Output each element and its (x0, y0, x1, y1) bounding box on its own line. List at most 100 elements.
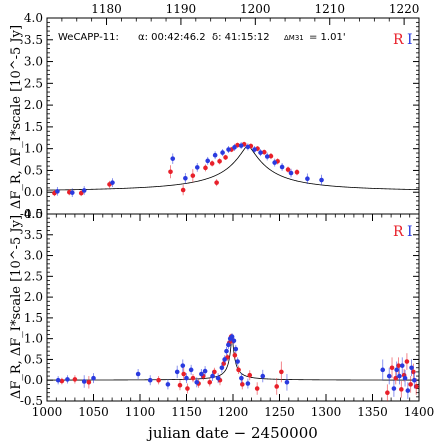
bottom-y-tick-label: 0.0 (24, 373, 43, 387)
bottom-x-tick-label: 1150 (171, 405, 202, 419)
bottom-i-point (224, 348, 229, 354)
bottom-i-point (399, 363, 405, 368)
bottom-r-point (207, 380, 213, 385)
top-i-point (319, 177, 324, 183)
bottom-i-point (391, 386, 397, 391)
top-model-curve (47, 144, 420, 191)
bottom-x-tick-label: 1350 (357, 405, 388, 419)
top-plot-frame (46, 17, 420, 215)
bottom-r-point (185, 386, 190, 391)
bottom-r-point (156, 377, 161, 383)
top-i-point (220, 150, 225, 155)
bottom-panel: -0.5 0.0 0.5 1.0 1.5 2.0 2.5 3.0 3.5 4.0 1000 1050 1… (9, 207, 434, 442)
bottom-r-point (404, 359, 410, 364)
bottom-model-curve (47, 337, 419, 381)
bottom-r-point (177, 382, 183, 388)
top-r-point (214, 180, 219, 185)
bottom-i-point (174, 369, 180, 375)
top-i-point (245, 144, 251, 150)
bottom-i-point (405, 388, 411, 393)
top-r-point (294, 169, 300, 175)
bottom-y-tick-label: 2.5 (24, 269, 43, 283)
top-i-point (205, 158, 211, 164)
bottom-r-point (236, 367, 241, 373)
top-y-tick-label: 2.5 (24, 76, 43, 90)
x-axis-label: julian date − 2450000 (146, 424, 318, 442)
bottom-y-tick-label: 3.0 (24, 249, 43, 263)
bottom-y-tick-label: 2.0 (24, 290, 43, 304)
top-y-tick-label: -0.5 (20, 207, 43, 221)
top-panel: -0.5 0.0 0.5 1.0 1.5 2.0 2.5 3.0 3.5 4.0 1180 1190 1… (9, 2, 420, 221)
top-r-point (285, 167, 291, 172)
top-r-point (190, 173, 196, 178)
top-y-tick-label: 4.0 (24, 11, 43, 25)
top-i-point (183, 175, 188, 181)
bottom-i-point (231, 338, 237, 344)
bottom-i-point (397, 373, 402, 379)
bottom-r-point (190, 375, 196, 381)
event-distance-value: = 1.01' (309, 32, 346, 43)
top-x-tick-label: 1200 (240, 2, 271, 16)
event-distance-label: ΔM31 (284, 34, 304, 42)
bottom-i-point (184, 375, 189, 381)
bottom-r-point (240, 382, 245, 387)
top-legend-r: R (393, 32, 404, 48)
bottom-i-point (135, 371, 141, 377)
top-data-points (52, 141, 324, 198)
bottom-r-point (389, 365, 395, 371)
top-panel-ticks: -0.5 0.0 0.5 1.0 1.5 2.0 2.5 3.0 3.5 4.0 1180 1190 1… (20, 2, 420, 221)
bottom-y-tick-label: 3.5 (24, 228, 43, 242)
bottom-y-axis-label: ΔF_R, ΔF_I*scale [10^-5 Jy] (9, 215, 24, 399)
bottom-r-point (181, 371, 187, 377)
top-y-tick-label: 3.5 (24, 33, 43, 47)
bottom-r-point (232, 352, 238, 358)
top-y-tick-label: 1.0 (24, 142, 43, 156)
top-i-point (305, 176, 310, 182)
top-i-point (279, 164, 285, 170)
top-y-tick-label: 1.5 (24, 120, 43, 134)
bottom-model-line (47, 337, 419, 381)
top-r-point (223, 155, 228, 160)
bottom-i-point (229, 334, 235, 339)
top-i-point (110, 180, 115, 185)
top-r-point (203, 165, 208, 171)
bottom-i-point (215, 375, 221, 381)
bottom-x-tick-label: 1200 (218, 405, 249, 419)
bottom-x-tick-label: 1300 (311, 405, 342, 419)
bottom-x-tick-label: 1100 (125, 405, 156, 419)
top-x-tick-label: 1180 (91, 2, 122, 16)
bottom-i-point (194, 380, 200, 385)
bottom-i-point (412, 377, 417, 383)
bottom-x-tick-label: 1050 (78, 405, 109, 419)
top-y-tick-label: 0.5 (24, 163, 43, 177)
bottom-x-tick-label: 1000 (32, 405, 63, 419)
bottom-i-point (81, 379, 87, 384)
bottom-y-tick-label: 4.0 (24, 207, 43, 221)
bottom-r-point (254, 386, 260, 391)
bottom-i-point (219, 365, 225, 371)
bottom-i-point (210, 373, 215, 379)
bottom-i-point (235, 359, 240, 364)
bottom-legend-i: I (407, 224, 413, 240)
bottom-legend-r: R (393, 224, 404, 240)
top-i-point (264, 154, 270, 159)
top-r-point (180, 187, 186, 193)
event-info: WeCAPP-11: α: 00:42:46.2 δ: 41:15:12 ΔM3… (58, 32, 346, 43)
bottom-data-points (55, 333, 419, 401)
bottom-r-point (408, 382, 413, 387)
top-i-point (69, 190, 75, 195)
bottom-i-point (65, 377, 70, 382)
top-i-point (272, 160, 277, 165)
bottom-r-point (247, 372, 253, 378)
bottom-i-point (202, 368, 208, 374)
bottom-i-point (188, 367, 194, 373)
top-model-line (47, 144, 420, 191)
top-r-point (268, 153, 274, 159)
top-x-tick-label: 1190 (166, 2, 197, 16)
bottom-i-point (222, 357, 227, 362)
bottom-i-point (55, 377, 61, 383)
top-r-point (78, 190, 84, 196)
bottom-plot-frame (46, 213, 420, 402)
bottom-i-point (386, 373, 392, 379)
bottom-r-point (86, 380, 92, 385)
